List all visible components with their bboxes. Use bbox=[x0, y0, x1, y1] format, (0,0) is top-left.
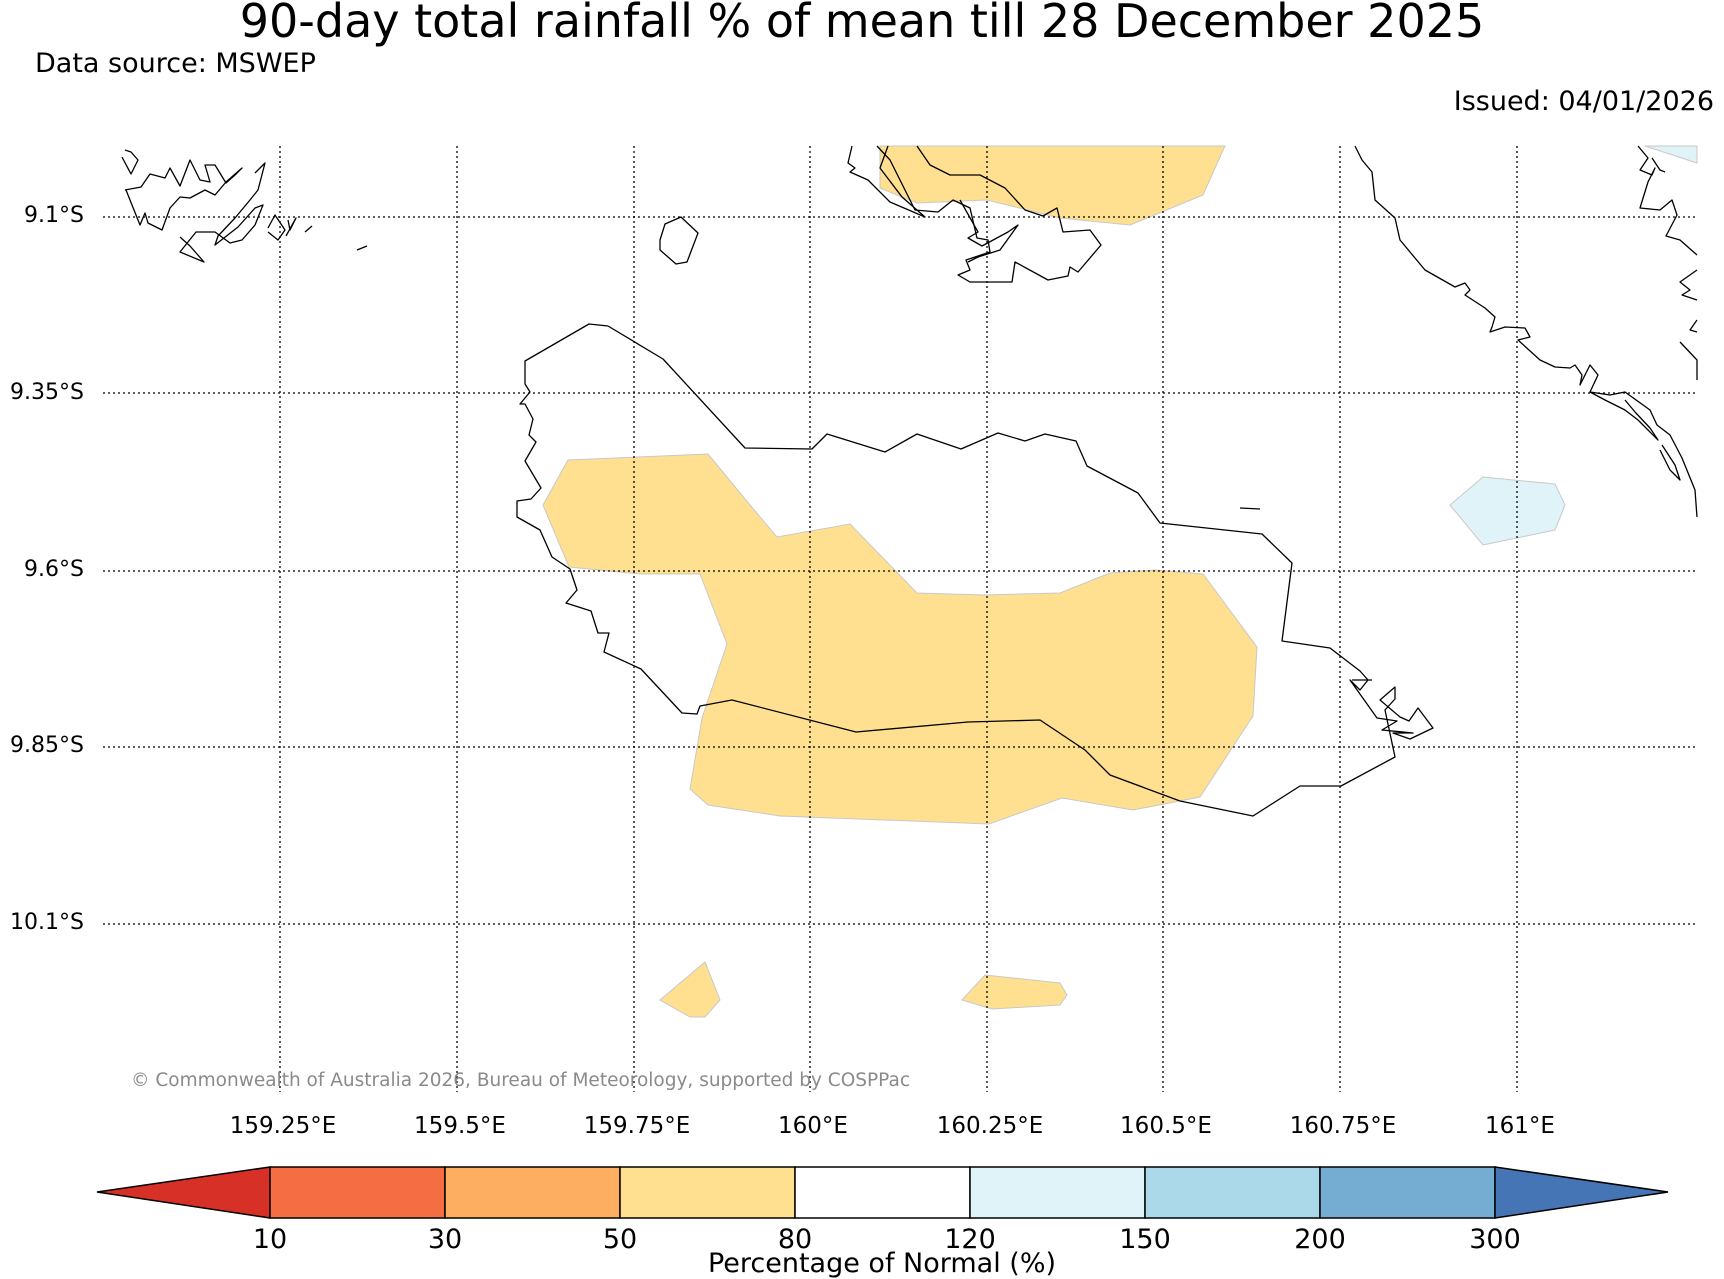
savo-island bbox=[659, 216, 699, 265]
colorbar-bin-10-30 bbox=[269, 1166, 446, 1219]
region-east-offshore bbox=[1449, 476, 1566, 546]
guadalcanal-coastline bbox=[516, 323, 1434, 817]
region-north-east-corner bbox=[1644, 145, 1698, 164]
region-central-guadalcanal bbox=[542, 453, 1258, 825]
colorbar-tick-200: 200 bbox=[1294, 1224, 1346, 1255]
colorbar-tick-80: 80 bbox=[777, 1224, 813, 1255]
north-east-coastline-3 bbox=[1689, 319, 1698, 333]
malaita-point bbox=[1659, 444, 1681, 481]
colorbar-bin-50-80 bbox=[619, 1166, 796, 1219]
lon-label-159-5: 159.5°E bbox=[414, 1113, 506, 1139]
colorbar bbox=[96, 1166, 1669, 1219]
colorbar-bin-120-150 bbox=[969, 1166, 1146, 1219]
colorbar-tick-120: 120 bbox=[944, 1224, 996, 1255]
lat-label-9-1: 9.1°S bbox=[24, 203, 84, 228]
north-east-coastline-2 bbox=[1679, 269, 1698, 301]
lat-label-9-85: 9.85°S bbox=[10, 733, 84, 758]
copyright-notice: © Commonwealth of Australia 2026, Bureau… bbox=[131, 1070, 911, 1091]
malaita-coastline bbox=[1354, 145, 1698, 518]
russell-islands-small bbox=[267, 214, 286, 241]
florida-islands-west bbox=[847, 145, 926, 218]
islet-2 bbox=[356, 245, 368, 251]
lat-label-10-1: 10.1°S bbox=[10, 910, 84, 935]
colorbar-bin-150-200 bbox=[1144, 1166, 1321, 1219]
florida-islands-bay bbox=[959, 199, 1019, 263]
lon-label-160-25: 160.25°E bbox=[936, 1113, 1044, 1139]
colorbar-tick-50: 50 bbox=[602, 1224, 638, 1255]
colorbar-bin-200-300 bbox=[1319, 1166, 1496, 1219]
colorbar-high-extend bbox=[1494, 1166, 1669, 1219]
colorbar-tick-300: 300 bbox=[1469, 1224, 1521, 1255]
colorbar-title: Percentage of Normal (%) bbox=[707, 1248, 1057, 1279]
florida-islands-coastline bbox=[876, 145, 1102, 283]
region-florida-islands bbox=[879, 145, 1226, 226]
lon-label-160-75: 160.75°E bbox=[1289, 1113, 1397, 1139]
colorbar-bin-80-120 bbox=[794, 1166, 971, 1219]
lon-label-159-25: 159.25°E bbox=[229, 1113, 337, 1139]
russell-islands bbox=[121, 149, 139, 175]
islet-1 bbox=[304, 225, 313, 233]
lon-label-160-5: 160.5°E bbox=[1120, 1113, 1212, 1139]
north-east-coastline bbox=[1637, 145, 1698, 256]
lat-label-9-6: 9.6°S bbox=[24, 557, 84, 582]
region-south-west-offshore bbox=[659, 961, 721, 1018]
coastlines bbox=[121, 145, 1698, 817]
lon-label-159-75: 159.75°E bbox=[583, 1113, 691, 1139]
data-source-label: Data source: MSWEP bbox=[35, 48, 316, 79]
graticule bbox=[103, 146, 1697, 1092]
lon-label-161: 161°E bbox=[1485, 1113, 1555, 1139]
colorbar-bin-30-50 bbox=[444, 1166, 621, 1219]
colorbar-tick-150: 150 bbox=[1119, 1224, 1171, 1255]
north-east-islet bbox=[1651, 157, 1666, 173]
islet-3 bbox=[1239, 507, 1261, 510]
malaita-inner bbox=[1589, 391, 1659, 441]
map-title: 90-day total rainfall % of mean till 28 … bbox=[239, 0, 1485, 48]
issued-date-label: Issued: 04/01/2026 bbox=[1453, 86, 1714, 117]
russell-islands-main bbox=[124, 159, 243, 231]
russell-islands-south bbox=[179, 162, 266, 263]
rainfall-shading bbox=[542, 145, 1698, 1018]
lat-label-9-35: 9.35°S bbox=[10, 380, 84, 405]
lon-label-160: 160°E bbox=[778, 1113, 848, 1139]
colorbar-low-extend bbox=[96, 1166, 271, 1219]
colorbar-tick-10: 10 bbox=[252, 1224, 288, 1255]
region-south-offshore bbox=[961, 974, 1068, 1010]
colorbar-tick-30: 30 bbox=[427, 1224, 463, 1255]
north-east-coastline-4 bbox=[1679, 341, 1698, 380]
russell-islands-tip bbox=[285, 217, 297, 237]
